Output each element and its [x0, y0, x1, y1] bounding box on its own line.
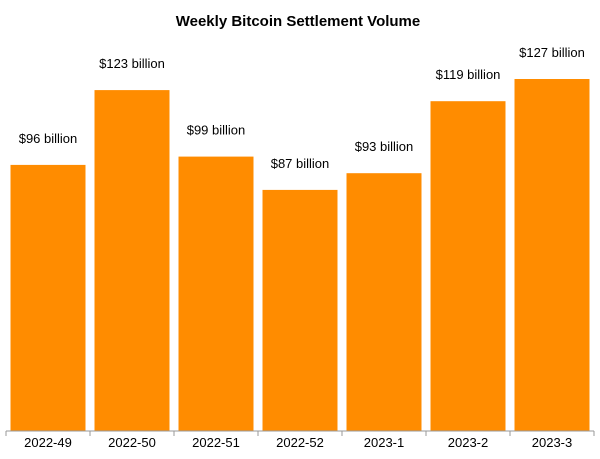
x-tick-label-2022-49: 2022-49	[24, 435, 72, 450]
x-tick-label-2022-50: 2022-50	[108, 435, 156, 450]
x-tick-label-2022-51: 2022-51	[192, 435, 240, 450]
x-tick-label-2023-1: 2023-1	[364, 435, 404, 450]
bars-group	[10, 79, 590, 431]
data-label-2022-50: $123 billion	[99, 56, 165, 71]
x-ticks-group	[5, 431, 595, 436]
bar-2023-2	[430, 101, 506, 431]
data-label-2023-3: $127 billion	[519, 45, 585, 60]
x-tick-label-2023-2: 2023-2	[448, 435, 488, 450]
x-tick-label-2023-3: 2023-3	[532, 435, 572, 450]
x-tick-labels-group: 2022-49 2022-50 2022-51 2022-52 2023-1 2023-2…	[24, 435, 572, 450]
data-label-2022-52: $87 billion	[271, 156, 330, 171]
x-tick-label-2022-52: 2022-52	[276, 435, 324, 450]
bar-2022-49	[10, 164, 86, 431]
data-label-2023-2: $119 billion	[436, 67, 501, 82]
data-label-2023-1: $93 billion	[355, 139, 414, 154]
bar-2022-50	[94, 90, 170, 431]
data-labels-group: $96 billion $123 billion $99 billion $87 bi…	[19, 45, 585, 171]
data-label-2022-51: $99 billion	[187, 123, 246, 138]
bar-2022-52	[262, 189, 338, 431]
bar-2023-1	[346, 173, 422, 431]
data-label-2022-49: $96 billion	[19, 131, 78, 146]
bar-2023-3	[514, 79, 590, 431]
chart-title: Weekly Bitcoin Settlement Volume	[176, 13, 421, 30]
bar-2022-51	[178, 156, 254, 431]
